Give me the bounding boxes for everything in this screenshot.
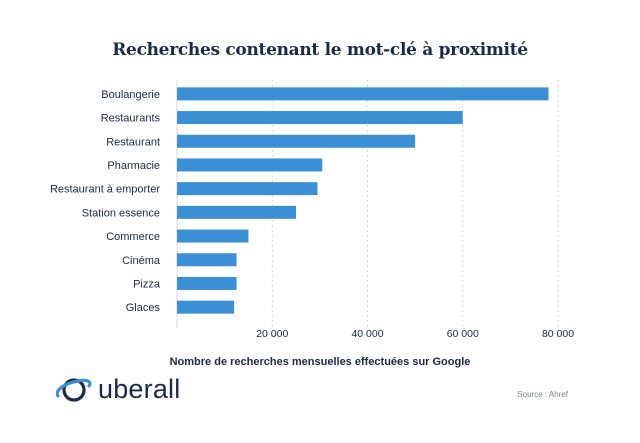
category-label: Restaurants — [101, 113, 161, 125]
x-axis-label: Nombre de recherches mensuelles effectué… — [169, 356, 471, 368]
bar — [177, 87, 549, 101]
x-tick-label: 40 000 — [351, 328, 383, 340]
x-tick-label: 80 000 — [542, 328, 574, 340]
brand-name: uberall — [98, 374, 181, 404]
category-label: Restaurant à emporter — [50, 184, 160, 196]
bar — [177, 229, 249, 243]
category-label: Commerce — [106, 231, 160, 243]
x-tick-label: 60 000 — [447, 328, 479, 340]
bar — [177, 205, 297, 219]
category-label: Cinéma — [122, 255, 161, 267]
category-label: Boulangerie — [101, 89, 160, 101]
category-label: Glaces — [126, 302, 161, 314]
bar — [177, 158, 323, 172]
category-label: Station essence — [82, 207, 160, 219]
x-tick-label: 20 000 — [256, 328, 288, 340]
bar — [177, 134, 416, 148]
bar — [177, 276, 237, 290]
category-label: Pizza — [133, 278, 161, 290]
category-label: Restaurant — [106, 136, 160, 148]
bar — [177, 111, 463, 125]
uberall-logo: uberall — [56, 374, 180, 405]
source-note: Source : Ahref — [517, 390, 568, 399]
bar — [177, 182, 318, 196]
bar — [177, 300, 235, 314]
chart-title: Recherches contenant le mot-clé à proxim… — [112, 40, 528, 60]
category-label: Pharmacie — [107, 160, 160, 172]
planet-icon — [56, 377, 92, 402]
bar — [177, 253, 237, 267]
